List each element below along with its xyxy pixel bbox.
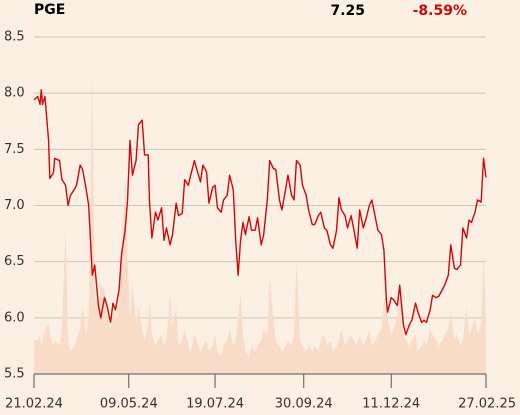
change: -8.59% [413,3,467,19]
y-tick-label: 5.5 [4,367,25,382]
y-tick-label: 8.5 [4,30,25,45]
y-tick-label: 6.0 [4,310,25,325]
last-price: 7.25 [330,3,365,19]
symbol: PGE [34,2,65,18]
x-tick-label: 30.09.24 [275,397,333,412]
x-tick-label: 27.02.25 [458,397,516,412]
x-tick-label: 21.02.24 [5,397,63,412]
volume-area [34,72,486,375]
y-tick-label: 7.5 [4,142,25,157]
x-tick-label: 19.07.24 [186,397,244,412]
y-tick-label: 8.0 [4,86,25,101]
y-tick-label: 7.0 [4,198,25,213]
y-tick-label: 6.5 [4,254,25,269]
x-tick-label: 09.05.24 [100,397,158,412]
price-line [33,89,487,336]
x-tick-label: 11.12.24 [362,397,420,412]
